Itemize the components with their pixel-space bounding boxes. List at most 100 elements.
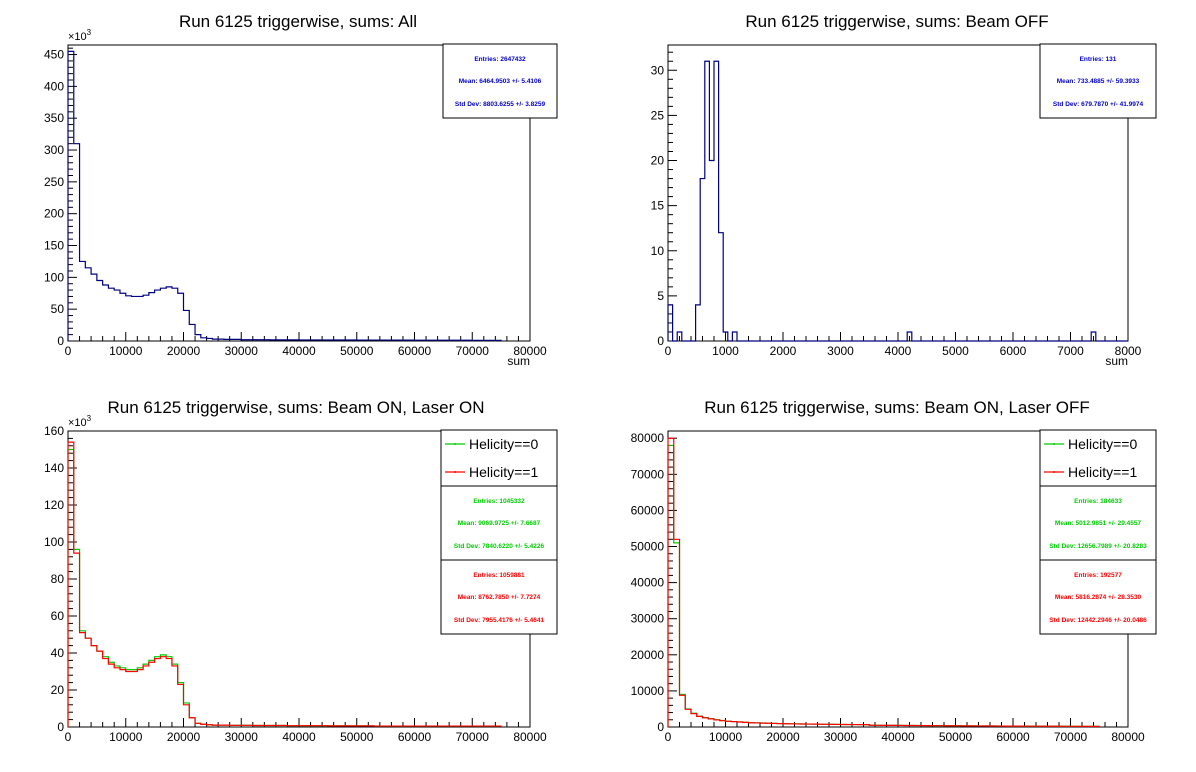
histogram-series-helicity-0 — [667, 444, 1100, 727]
histogram-panel-2: Run 6125 triggerwise, sums: Beam OFF 0 100… — [651, 12, 1157, 368]
histogram-series-helicity-1 — [667, 437, 1100, 727]
y-tick-label: 0 — [57, 720, 64, 734]
x-tick-label: 50000 — [340, 344, 374, 358]
y-tick-label: 40000 — [631, 576, 665, 590]
x-tick-label: 40000 — [881, 730, 915, 744]
legend-label: Helicity==0 — [1068, 436, 1137, 452]
stats-box-frame — [1039, 43, 1157, 119]
y-tick-label: 15 — [651, 199, 665, 213]
x-tick-label: 80000 — [1111, 730, 1145, 744]
stats-box-frame — [1039, 559, 1157, 635]
histogram-panel-4: Run 6125 triggerwise, sums: Beam ON, Las… — [631, 398, 1157, 744]
y-tick-label: 30000 — [631, 612, 665, 626]
y-tick-label: 60 — [51, 609, 65, 623]
y-tick-label: 300 — [44, 143, 64, 157]
x-tick-label: 3000 — [827, 344, 854, 358]
y-tick-label: 150 — [44, 239, 64, 253]
legend-marker — [454, 471, 456, 473]
y-tick-label: 250 — [44, 175, 64, 189]
stats-stddev: Std Dev: 8803.6255 +/- 3.8259 — [455, 101, 546, 108]
stats-entries: Entries: 1045332 — [473, 498, 525, 505]
stats-entries: Entries: 192577 — [1074, 572, 1122, 579]
x-tick-label: 60000 — [398, 344, 432, 358]
histogram-panel-1: Run 6125 triggerwise, sums: All 0 10000 200… — [44, 12, 558, 368]
x-tick-label: 20000 — [167, 730, 201, 744]
x-axis-label: sum — [507, 354, 530, 368]
y-tick-label: 100 — [44, 270, 64, 284]
stats-entries: Entries: 1059881 — [473, 572, 525, 579]
stats-box-2: Entries: 192577 Mean: 5816.2874 +/- 28.35… — [1039, 559, 1157, 635]
x-tick-label: 80000 — [513, 730, 547, 744]
stats-stddev: Std Dev: 7840.6220 +/- 5.4226 — [454, 543, 545, 550]
y-tick-label: 0 — [657, 720, 664, 734]
legend-box — [440, 429, 558, 487]
y-tick-label: 50 — [51, 302, 65, 316]
y-tick-label: 100 — [44, 535, 64, 549]
stats-stddev: Std Dev: 7955.4176 +/- 5.4641 — [454, 617, 545, 624]
stats-box-frame — [440, 485, 558, 561]
y-tick-label: 80000 — [631, 431, 665, 445]
y-exponent-base: ×10 — [68, 417, 87, 429]
y-tick-label: 20000 — [631, 648, 665, 662]
chart-title: Run 6125 triggerwise, sums: All — [179, 12, 417, 31]
x-tick-label: 0 — [665, 344, 672, 358]
histogram-series-1 — [67, 50, 502, 341]
x-tick-label: 1000 — [712, 344, 739, 358]
stats-stddev: Std Dev: 12442.2946 +/- 20.0486 — [1049, 617, 1147, 624]
x-tick-label: 20000 — [167, 344, 201, 358]
x-tick-label: 0 — [65, 344, 72, 358]
x-tick-label: 6000 — [1000, 344, 1027, 358]
x-tick-label: 0 — [65, 730, 72, 744]
y-exponent-base: ×10 — [68, 31, 87, 43]
stats-mean: Mean: 5012.9851 +/- 29.4557 — [1055, 520, 1142, 527]
x-tick-label: 7000 — [1057, 344, 1084, 358]
stats-box-1: Entries: 2647432 Mean: 6464.9503 +/- 5.41… — [442, 43, 558, 119]
x-tick-label: 30000 — [225, 344, 259, 358]
stats-box-1: Entries: 184633 Mean: 5012.9851 +/- 29.45… — [1039, 485, 1157, 561]
stats-mean: Mean: 9069.9725 +/- 7.6687 — [458, 520, 541, 527]
x-tick-label: 10000 — [709, 730, 743, 744]
legend-label: Helicity==1 — [469, 464, 538, 480]
histogram-series-helicity-1 — [67, 441, 502, 727]
y-tick-label: 400 — [44, 79, 64, 93]
legend-label: Helicity==1 — [1068, 464, 1137, 480]
x-tick-label: 60000 — [996, 730, 1030, 744]
y-tick-label: 160 — [44, 424, 64, 438]
y-tick-label: 10000 — [631, 684, 665, 698]
y-tick-label: 120 — [44, 498, 64, 512]
x-tick-label: 70000 — [456, 344, 490, 358]
x-tick-label: 70000 — [456, 730, 490, 744]
y-tick-label: 20 — [651, 154, 665, 168]
y-tick-label: 350 — [44, 111, 64, 125]
x-tick-label: 40000 — [282, 344, 316, 358]
y-tick-label: 70000 — [631, 467, 665, 481]
stats-box-1: Entries: 1045332 Mean: 9069.9725 +/- 7.66… — [440, 485, 558, 561]
chart-title: Run 6125 triggerwise, sums: Beam ON, Las… — [108, 398, 485, 417]
x-tick-label: 60000 — [398, 730, 432, 744]
y-tick-label: 0 — [657, 334, 664, 348]
stats-entries: Entries: 184633 — [1074, 498, 1122, 505]
x-tick-label: 4000 — [885, 344, 912, 358]
chart-title: Run 6125 triggerwise, sums: Beam OFF — [745, 12, 1048, 31]
x-tick-label: 70000 — [1054, 730, 1088, 744]
stats-stddev: Std Dev: 12656.7989 +/- 20.8283 — [1049, 543, 1147, 550]
stats-mean: Mean: 733.4885 +/- 59.3933 — [1057, 78, 1140, 85]
y-tick-label: 25 — [651, 108, 665, 122]
y-tick-label: 40 — [51, 646, 65, 660]
stats-box-frame — [1039, 485, 1157, 561]
y-tick-label: 20 — [51, 683, 65, 697]
x-tick-label: 5000 — [942, 344, 969, 358]
x-tick-label: 10000 — [109, 344, 143, 358]
legend: Helicity==0 Helicity==1 — [440, 429, 558, 487]
legend: Helicity==0 Helicity==1 — [1039, 429, 1157, 487]
stats-box-2: Entries: 1059881 Mean: 8762.7850 +/- 7.72… — [440, 559, 558, 635]
x-tick-label: 50000 — [939, 730, 973, 744]
chart-title: Run 6125 triggerwise, sums: Beam ON, Las… — [704, 398, 1089, 417]
y-tick-label: 5 — [657, 289, 664, 303]
stats-mean: Mean: 8762.7850 +/- 7.7274 — [458, 594, 541, 601]
legend-box — [1039, 429, 1157, 487]
x-tick-label: 30000 — [225, 730, 259, 744]
legend-marker — [1053, 443, 1055, 445]
x-tick-label: 2000 — [770, 344, 797, 358]
